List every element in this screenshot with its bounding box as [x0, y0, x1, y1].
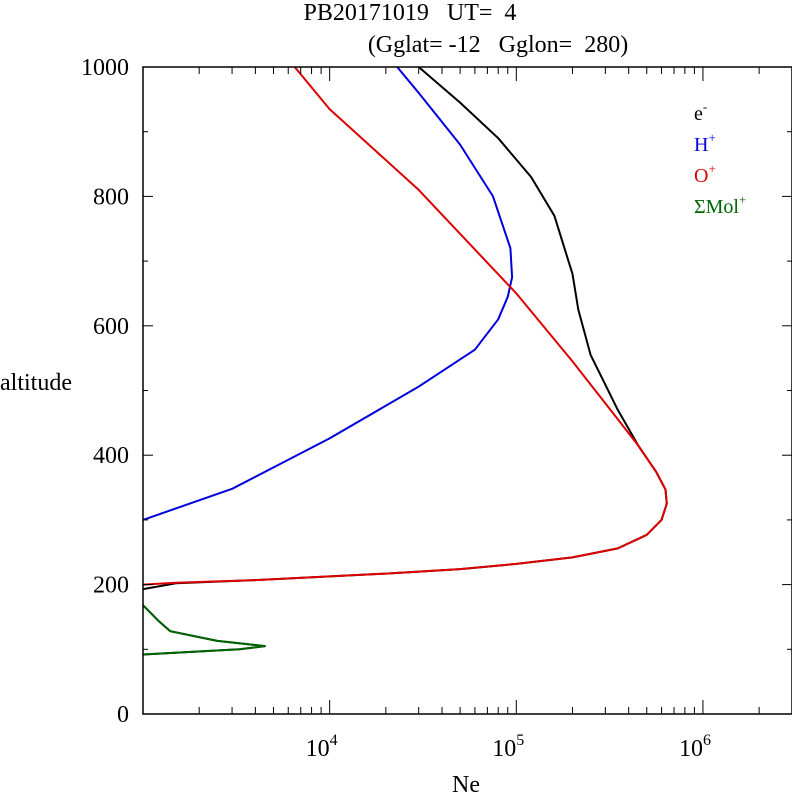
axes: 0 200 400 600 800 1000 104 105 106 [81, 55, 792, 762]
x-tick-label: 104 [306, 732, 338, 762]
series-line-2 [143, 67, 514, 521]
series-line-3 [143, 67, 668, 586]
legend-entry: e- [694, 99, 707, 125]
chart-title-line1: PB20171019 UT= 4 [304, 0, 517, 26]
x-axis-label: Ne [452, 772, 480, 795]
legend-entry: ΣMol+ [694, 192, 746, 218]
y-tick-label: 400 [93, 443, 129, 469]
plot-lines [143, 67, 668, 656]
y-axis-label: altitude [0, 370, 72, 396]
series-line-4 [143, 604, 266, 656]
series-line-0 [143, 604, 266, 656]
y-tick-label: 800 [93, 184, 129, 210]
y-tick-label: 0 [117, 702, 129, 728]
x-tick-label: 105 [492, 732, 524, 762]
legend-entry: H+ [694, 130, 716, 156]
legend-entry: O+ [694, 161, 716, 187]
y-tick-label: 1000 [81, 55, 129, 81]
chart-title-line2: (Gglat= -12 Gglon= 280) [368, 32, 628, 58]
y-tick-label: 200 [93, 573, 129, 599]
series-line-1 [143, 67, 668, 591]
legend: e- H+ O+ ΣMol+ [694, 99, 746, 218]
x-tick-label: 106 [679, 732, 711, 762]
y-tick-label: 600 [93, 314, 129, 340]
